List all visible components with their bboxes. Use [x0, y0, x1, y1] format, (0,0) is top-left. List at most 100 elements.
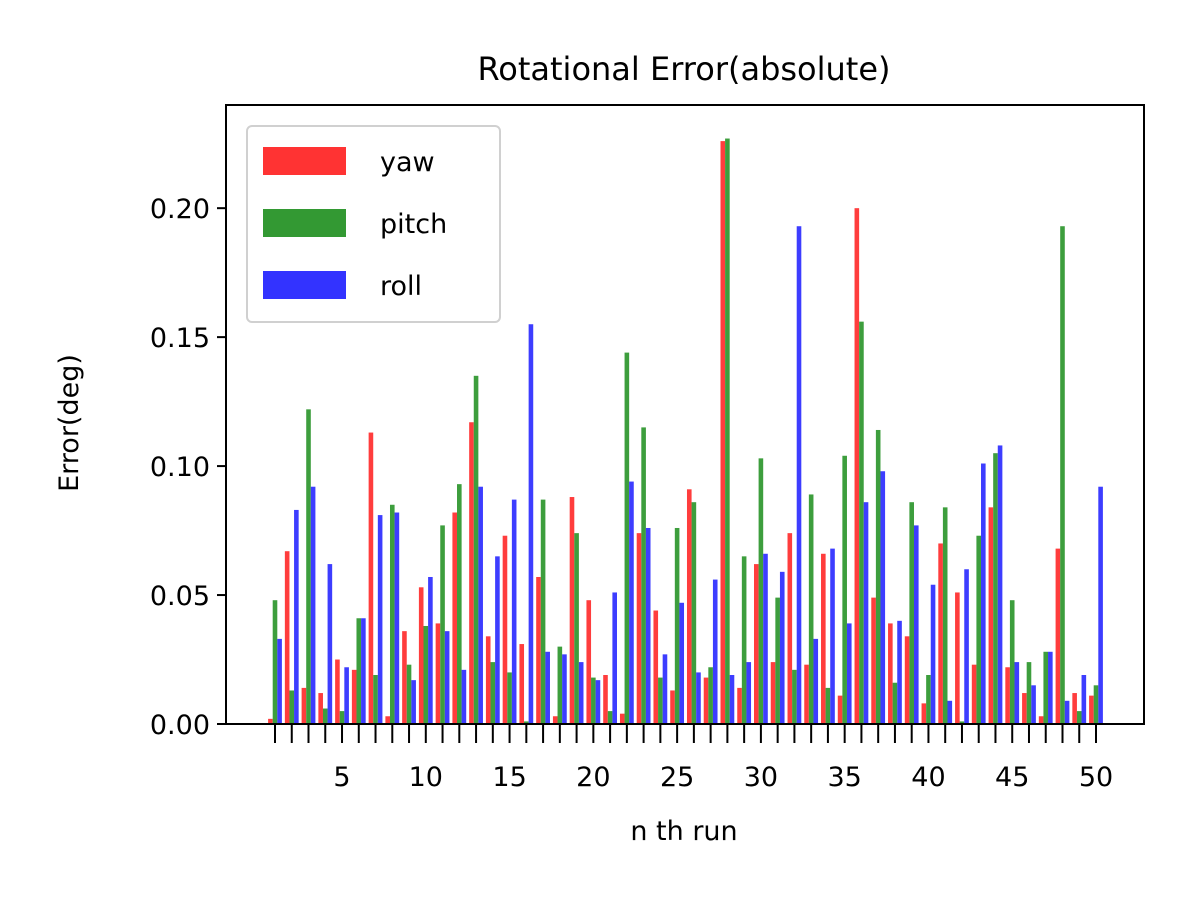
x-tick-label: 20 [576, 762, 610, 793]
bar-pitch-14 [490, 662, 496, 724]
plot-frame [225, 104, 1145, 725]
bar-pitch-32 [792, 669, 797, 724]
bar-pitch-3 [306, 409, 311, 724]
bar-pitch-43 [976, 535, 982, 724]
bar-roll-9 [411, 680, 416, 724]
x-tick-label: 40 [911, 762, 945, 793]
bar-pitch-35 [842, 455, 847, 724]
bar-roll-47 [1048, 651, 1053, 724]
bar-pitch-40 [926, 675, 931, 724]
bar-yaw-38 [888, 623, 893, 724]
bar-pitch-50 [1093, 685, 1099, 724]
bar-yaw-41 [938, 543, 943, 724]
y-tick-label: 0.10 [150, 452, 210, 483]
bar-roll-35 [846, 623, 852, 724]
bar-roll-16 [528, 324, 534, 724]
bar-roll-20 [595, 680, 601, 724]
bar-roll-3 [310, 486, 316, 724]
bar-pitch-21 [607, 711, 613, 724]
bar-roll-15 [511, 499, 517, 724]
bar-yaw-39 [904, 636, 910, 724]
bar-roll-5 [344, 667, 349, 724]
bar-pitch-24 [658, 677, 663, 724]
bar-roll-17 [545, 651, 550, 724]
bar-yaw-1 [268, 718, 273, 724]
bar-yaw-8 [385, 716, 390, 724]
bar-pitch-39 [909, 502, 914, 724]
bar-roll-18 [562, 654, 567, 724]
bar-pitch-7 [373, 675, 378, 724]
bar-yaw-32 [787, 533, 793, 724]
bar-roll-44 [997, 445, 1003, 724]
bar-yaw-35 [837, 695, 843, 724]
bar-roll-27 [712, 579, 718, 724]
bar-roll-43 [981, 463, 986, 724]
bar-pitch-41 [942, 507, 948, 724]
bar-yaw-24 [653, 610, 659, 724]
legend-label-roll: roll [380, 271, 422, 302]
bar-pitch-28 [725, 138, 730, 724]
bar-yaw-10 [418, 587, 424, 724]
x-tick-label: 15 [492, 762, 526, 793]
legend: yaw pitch roll [246, 125, 501, 323]
bar-roll-30 [763, 553, 768, 724]
x-tick-label: 30 [744, 762, 778, 793]
x-tick-label: 35 [827, 762, 861, 793]
bar-yaw-46 [1022, 693, 1027, 724]
bar-roll-21 [612, 592, 617, 724]
bar-pitch-20 [591, 677, 596, 724]
bar-roll-26 [696, 672, 701, 724]
bar-pitch-1 [272, 600, 278, 724]
bar-yaw-30 [754, 564, 759, 724]
bar-pitch-44 [993, 453, 998, 724]
bar-pitch-11 [440, 525, 445, 724]
bar-roll-7 [377, 515, 383, 724]
y-tick-label: 0.20 [150, 194, 210, 225]
legend-label-yaw: yaw [380, 147, 435, 178]
bar-roll-38 [897, 620, 902, 724]
bar-pitch-6 [356, 618, 362, 724]
bar-roll-2 [294, 509, 299, 724]
bar-roll-19 [578, 662, 584, 724]
bar-roll-31 [779, 571, 785, 724]
bar-roll-11 [444, 631, 450, 724]
bar-yaw-31 [770, 662, 776, 724]
bar-pitch-37 [875, 429, 881, 724]
bar-pitch-12 [457, 484, 462, 724]
bar-roll-50 [1098, 486, 1103, 724]
bar-yaw-2 [284, 551, 290, 724]
bar-roll-22 [629, 481, 634, 724]
bar-yaw-34 [821, 553, 826, 724]
bar-yaw-27 [703, 677, 709, 724]
bar-pitch-48 [1060, 226, 1065, 724]
bar-yaw-7 [368, 432, 374, 724]
bar-pitch-26 [691, 502, 697, 724]
bar-roll-48 [1064, 700, 1070, 724]
bar-roll-42 [964, 569, 969, 724]
bar-yaw-45 [1005, 667, 1010, 724]
y-tick-label: 0.05 [150, 581, 210, 612]
bar-pitch-46 [1026, 662, 1032, 724]
bar-yaw-28 [720, 141, 726, 725]
bar-roll-23 [645, 527, 651, 724]
bar-yaw-19 [569, 497, 575, 724]
bar-pitch-2 [289, 690, 295, 724]
bar-yaw-48 [1055, 548, 1061, 724]
bar-yaw-15 [502, 535, 508, 724]
y-tick-label: 0.15 [150, 323, 210, 354]
bar-pitch-30 [758, 458, 764, 724]
bar-pitch-5 [339, 711, 345, 724]
bar-pitch-36 [859, 321, 864, 724]
bar-yaw-18 [552, 716, 558, 724]
bar-roll-37 [880, 471, 886, 724]
bar-yaw-16 [519, 644, 525, 724]
bar-pitch-42 [959, 721, 965, 724]
legend-swatch-roll [263, 271, 346, 299]
bar-roll-6 [361, 618, 366, 724]
bar-pitch-22 [624, 352, 630, 724]
bar-roll-40 [930, 584, 936, 724]
x-tick-label: 10 [409, 762, 443, 793]
bar-yaw-43 [971, 664, 977, 724]
bar-yaw-37 [871, 597, 876, 724]
